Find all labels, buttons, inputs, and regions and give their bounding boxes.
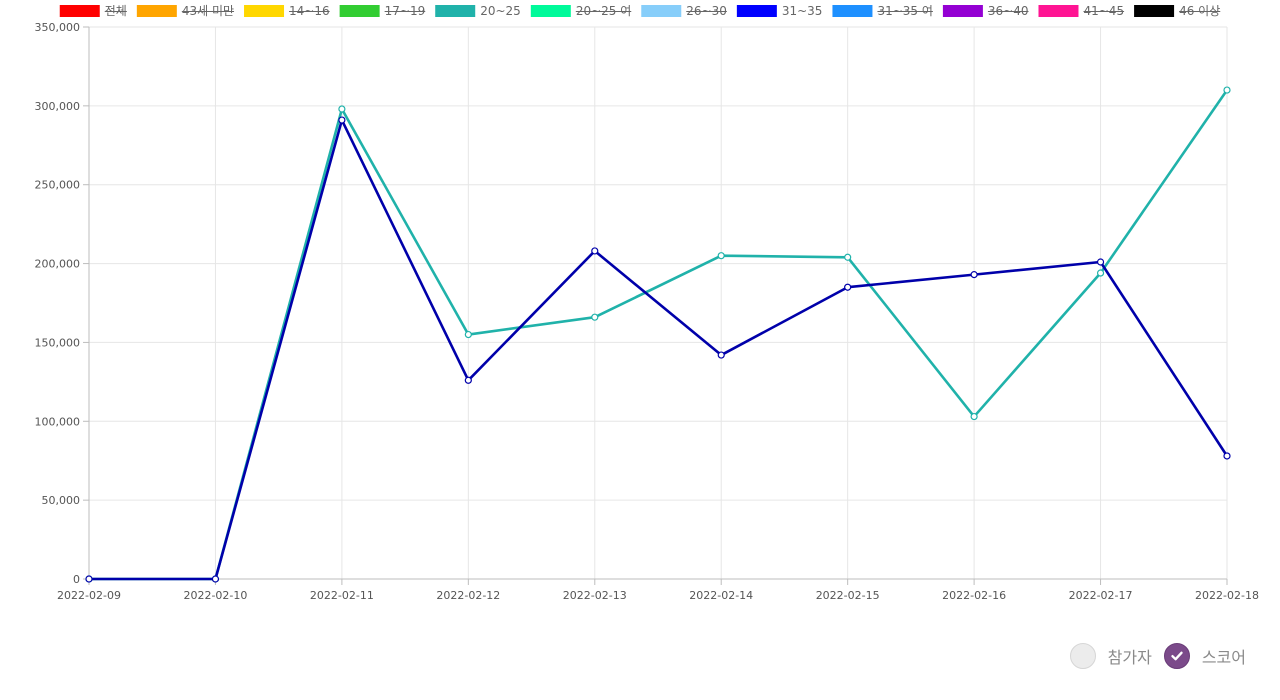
legend: 전체 43세 미만 14~16 17~19 20~25 20~25 여 26~30 31~35… [59,4,1220,18]
score-radio[interactable] [1163,643,1190,669]
participants-toggle[interactable]: 참가자 [1069,643,1152,669]
y-tick-label: 200,000 [35,258,81,271]
toggle-bar: 참가자 스코어 [1058,639,1246,673]
score-label: 스코어 [1201,648,1246,667]
data-point[interactable] [970,412,978,421]
y-tick-label: 350,000 [35,21,81,34]
score-toggle[interactable]: 스코어 [1163,643,1246,669]
axes: 0 50,000 100,000 150,000 200,000 250,000 300,0… [35,21,1259,602]
legend-swatch [1134,5,1175,17]
data-point[interactable] [591,247,599,255]
data-point[interactable] [338,116,346,124]
legend-item[interactable]: 14~16 [244,4,330,18]
legend-swatch [435,5,476,17]
x-tick-label: 2022-02-13 [563,589,627,602]
x-tick-label: 2022-02-12 [436,589,500,602]
data-point[interactable] [85,575,93,583]
legend-swatch [736,5,777,17]
series-points [85,86,1231,583]
data-point[interactable] [591,313,599,321]
x-tick-label: 2022-02-18 [1195,589,1259,602]
data-point[interactable] [1096,258,1105,266]
legend-swatch [1038,5,1079,17]
legend-swatch [530,5,571,17]
series-line [89,89,1229,581]
x-tick-label: 2022-02-11 [310,589,374,602]
y-tick-label: 50,000 [42,494,81,507]
legend-swatch [832,5,873,17]
legend-item[interactable]: 20~25 여 [530,4,631,18]
legend-swatch [59,5,100,17]
data-point[interactable] [844,253,852,261]
check-icon [1171,651,1183,661]
legend-swatch [136,5,177,17]
legend-swatch [244,5,285,17]
data-point[interactable] [464,376,472,384]
x-tick-label: 2022-02-17 [1069,589,1133,602]
legend-swatch [641,5,682,17]
legend-swatch [339,5,380,17]
grid [88,26,1228,580]
x-tick-label: 2022-02-09 [57,589,121,602]
legend-item[interactable]: 31~35 여 [832,4,933,18]
y-tick-label: 250,000 [35,179,81,192]
data-point[interactable] [844,283,852,291]
legend-item[interactable]: 36~40 [942,4,1029,18]
y-tick-label: 0 [73,573,80,586]
x-tick-label: 2022-02-10 [183,589,247,602]
y-tick-label: 100,000 [35,415,81,428]
legend-swatch [942,5,983,17]
data-point[interactable] [717,252,725,260]
legend-item[interactable]: 41~45 [1038,4,1125,18]
x-tick-label: 2022-02-16 [942,589,1006,602]
legend-item[interactable]: 20~25 [435,4,521,18]
x-tick-label: 2022-02-14 [689,589,753,602]
series-line [89,118,1229,581]
data-point[interactable] [464,330,472,339]
legend-label: 20~25 [480,4,521,18]
data-point[interactable] [970,271,978,279]
y-tick-label: 150,000 [35,336,81,349]
data-point[interactable] [1223,86,1231,94]
data-point[interactable] [211,575,220,583]
legend-item[interactable]: 46 이상 [1134,4,1220,18]
data-point[interactable] [1223,452,1231,460]
legend-item[interactable]: 31~35 [736,4,823,18]
participants-radio[interactable] [1069,643,1096,669]
data-point[interactable] [717,351,725,359]
legend-item[interactable]: 17~19 [339,4,426,18]
series-lines [89,89,1229,581]
legend-item[interactable]: 26~30 [641,4,727,18]
legend-label: 31~35 [782,4,823,18]
legend-item[interactable]: 43세 미만 [136,4,234,18]
data-point[interactable] [1096,269,1105,277]
x-tick-label: 2022-02-15 [816,589,880,602]
data-point[interactable] [338,105,346,113]
y-tick-label: 300,000 [35,100,81,113]
legend-item[interactable]: 전체 [59,4,127,18]
participants-label: 참가자 [1107,648,1152,667]
